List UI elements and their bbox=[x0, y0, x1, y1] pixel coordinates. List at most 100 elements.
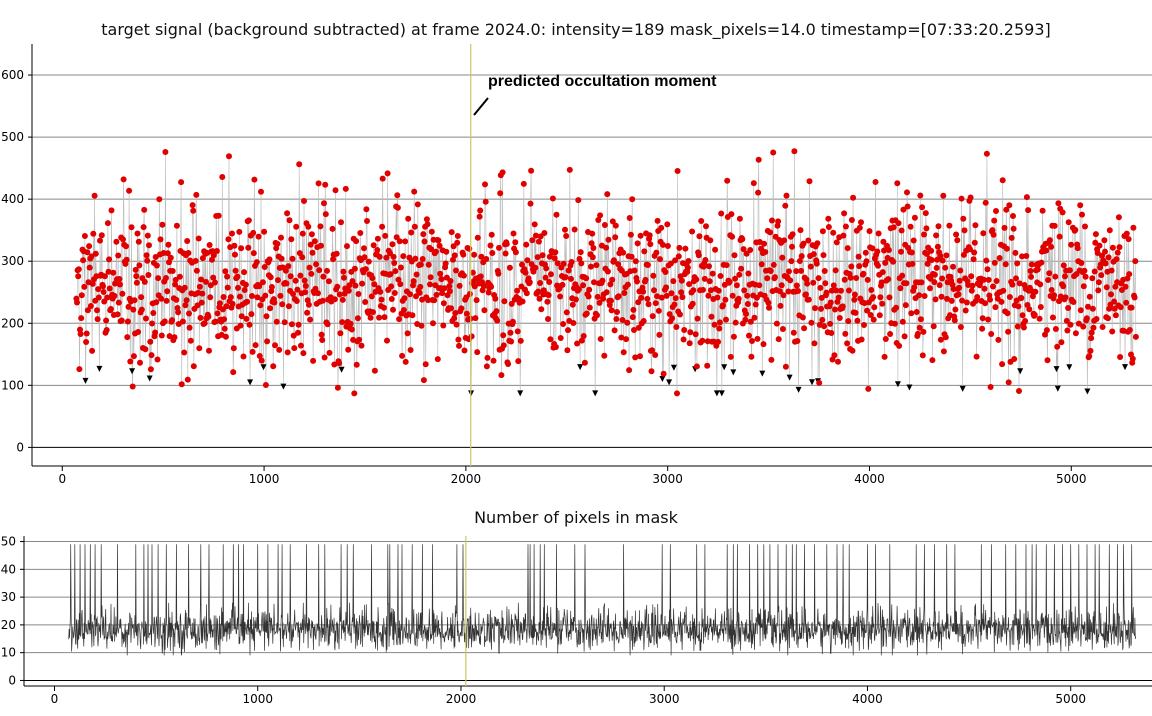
signal-point bbox=[106, 285, 113, 292]
signal-point bbox=[458, 305, 465, 312]
signal-point bbox=[974, 294, 981, 300]
mask-y-tick-label: 0 bbox=[8, 673, 16, 687]
signal-point bbox=[560, 321, 567, 327]
signal-point bbox=[569, 301, 576, 308]
signal-point bbox=[940, 348, 947, 355]
signal-point bbox=[371, 367, 378, 374]
signal-point bbox=[1114, 249, 1121, 256]
signal-point bbox=[764, 275, 771, 282]
signal-point bbox=[864, 276, 871, 283]
signal-point bbox=[585, 293, 592, 300]
signal-point bbox=[508, 300, 515, 307]
signal-point bbox=[1091, 268, 1098, 275]
signal-point bbox=[420, 377, 427, 384]
mask-y-tick-label: 10 bbox=[1, 646, 16, 660]
signal-point bbox=[1065, 305, 1072, 311]
signal-point-low bbox=[906, 384, 913, 391]
signal-point bbox=[1002, 261, 1009, 268]
signal-point bbox=[262, 292, 269, 299]
signal-point bbox=[307, 316, 314, 323]
signal-point bbox=[213, 248, 220, 254]
signal-point bbox=[391, 260, 398, 266]
signal-point bbox=[1008, 234, 1015, 241]
signal-point bbox=[870, 316, 877, 323]
signal-point bbox=[296, 161, 303, 168]
signal-point bbox=[929, 357, 936, 364]
signal-point bbox=[538, 306, 545, 313]
signal-point bbox=[931, 279, 938, 286]
signal-point bbox=[514, 287, 521, 294]
signal-point bbox=[106, 256, 113, 263]
signal-point bbox=[724, 177, 731, 184]
signal-point bbox=[94, 307, 100, 314]
signal-point bbox=[466, 291, 473, 297]
signal-point bbox=[534, 254, 541, 261]
signal-point bbox=[483, 363, 490, 370]
signal-point bbox=[235, 284, 241, 291]
signal-point bbox=[637, 232, 644, 239]
signal-point bbox=[955, 291, 962, 298]
signal-point bbox=[919, 204, 926, 211]
signal-point bbox=[969, 282, 976, 289]
signal-point bbox=[562, 274, 569, 281]
signal-point bbox=[482, 198, 489, 205]
signal-point bbox=[388, 283, 395, 290]
signal-point bbox=[860, 270, 867, 277]
signal-point bbox=[1032, 288, 1039, 295]
signal-point bbox=[687, 329, 694, 336]
signal-point bbox=[391, 290, 398, 296]
signal-point bbox=[1046, 237, 1053, 244]
signal-point bbox=[304, 309, 311, 316]
signal-point bbox=[138, 294, 145, 301]
signal-point bbox=[77, 326, 83, 333]
signal-point bbox=[658, 294, 665, 301]
signal-point bbox=[936, 282, 943, 289]
signal-point bbox=[631, 327, 637, 333]
signal-point bbox=[735, 295, 742, 302]
signal-point bbox=[184, 238, 191, 244]
signal-point bbox=[315, 180, 322, 187]
signal-point bbox=[77, 331, 84, 337]
signal-point bbox=[124, 334, 131, 341]
signal-point bbox=[942, 334, 949, 341]
signal-point bbox=[157, 236, 164, 243]
signal-point-low bbox=[718, 390, 725, 397]
signal-point bbox=[794, 338, 801, 344]
signal-point bbox=[692, 331, 699, 338]
signal-point bbox=[878, 279, 885, 286]
signal-point bbox=[565, 327, 571, 334]
signal-point bbox=[831, 352, 838, 359]
signal-point bbox=[395, 276, 402, 283]
signal-point bbox=[989, 227, 996, 234]
signal-point bbox=[649, 347, 656, 354]
signal-point bbox=[866, 228, 873, 235]
signal-point bbox=[987, 384, 994, 390]
signal-point bbox=[270, 363, 277, 370]
signal-point bbox=[294, 286, 301, 293]
signal-point bbox=[496, 244, 502, 251]
signal-point bbox=[549, 195, 556, 202]
signal-point bbox=[1063, 317, 1070, 324]
signal-point bbox=[284, 210, 291, 217]
annotation-label: predicted occultation moment bbox=[488, 73, 717, 90]
signal-point bbox=[841, 276, 848, 283]
signal-point bbox=[815, 275, 822, 282]
signal-point bbox=[626, 367, 633, 374]
signal-point bbox=[867, 312, 874, 318]
signal-point bbox=[855, 253, 862, 260]
signal-point bbox=[885, 276, 892, 283]
signal-point bbox=[1132, 333, 1139, 340]
signal-point bbox=[962, 307, 969, 314]
signal-point bbox=[948, 297, 955, 304]
signal-point bbox=[152, 329, 159, 336]
signal-point bbox=[501, 298, 508, 305]
signal-x-tick-label: 0 bbox=[58, 472, 66, 486]
signal-point bbox=[165, 241, 172, 248]
signal-point bbox=[147, 338, 154, 345]
signal-point bbox=[305, 301, 312, 308]
signal-point bbox=[154, 356, 161, 363]
signal-point bbox=[115, 252, 122, 259]
signal-point bbox=[306, 264, 313, 271]
signal-point-low bbox=[338, 366, 345, 373]
signal-point bbox=[590, 245, 597, 251]
